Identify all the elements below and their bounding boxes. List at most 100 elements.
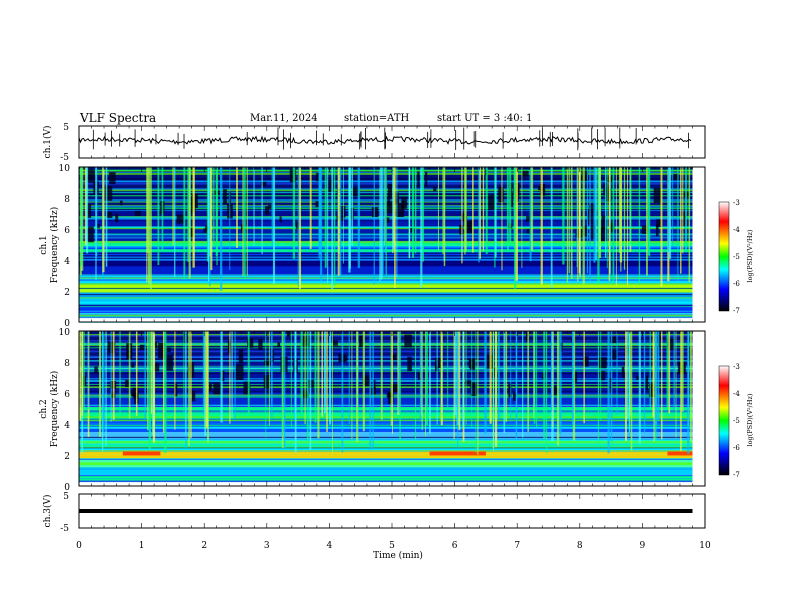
spectrogram-sferic xyxy=(236,167,238,248)
ch1-colorbar-label: log(PSD)(V²/Hz) xyxy=(746,229,754,282)
spectrogram-sferic xyxy=(595,167,597,261)
spectrogram-sferic xyxy=(414,167,417,254)
spectrogram-sferic xyxy=(242,167,244,276)
spectrogram-dark-patch xyxy=(553,386,557,396)
spectrogram-dark-patch xyxy=(316,172,321,182)
spectrogram-dark-patch xyxy=(332,340,338,346)
spectrogram-dark-patch xyxy=(371,207,379,218)
ch1-spectrogram-ticks xyxy=(78,167,706,322)
ch2-colorbar-tick-4: -4 xyxy=(733,390,740,398)
spectrogram-sferic xyxy=(586,167,589,274)
spectrogram-line xyxy=(79,340,693,342)
spectrogram-dark-patch xyxy=(109,172,116,185)
spectrogram-sferic xyxy=(607,331,610,454)
spectrogram-line xyxy=(79,381,693,383)
spectrogram-sferic xyxy=(623,167,626,270)
spectrogram-sferic xyxy=(612,167,615,285)
spectrogram-sferic xyxy=(172,167,174,246)
x-axis-label: Time (min) xyxy=(373,550,423,561)
spectrogram-sferic xyxy=(421,331,423,431)
spectrogram-sferic xyxy=(188,331,190,446)
spectrogram-dark-patch xyxy=(287,331,291,337)
spectrogram-dark-patch xyxy=(513,392,517,401)
spectrogram-dark-patch xyxy=(315,201,320,208)
spectrogram-sferic xyxy=(422,167,425,262)
spectrogram-sferic xyxy=(290,331,292,428)
spectrogram-sferic xyxy=(638,167,641,285)
spectrogram-dark-patch xyxy=(469,358,476,370)
spectrogram-sferic xyxy=(501,167,503,271)
spectrogram-strong-band xyxy=(79,407,693,410)
spectrogram-sferic xyxy=(628,331,631,433)
spectrogram-sferic xyxy=(317,331,320,439)
spectrogram-dark-patch xyxy=(433,187,437,192)
spectrogram-sferic xyxy=(384,167,386,254)
spectrogram-dark-patch xyxy=(263,375,270,389)
spectrogram-sferic xyxy=(464,167,467,252)
spectrogram-sferic xyxy=(80,167,83,266)
spectrogram-sferic xyxy=(205,331,208,429)
spectrogram-sferic xyxy=(351,167,353,246)
spectrogram-line xyxy=(79,360,693,362)
spectrogram-sferic xyxy=(207,331,209,443)
spectrogram-dark-patch xyxy=(683,212,686,227)
spectrogram-line xyxy=(79,459,693,460)
spectrogram-sferic xyxy=(86,167,89,254)
spectrogram-sferic xyxy=(98,331,102,437)
spectrogram-dark-patch xyxy=(645,375,648,390)
spectrogram-sferic xyxy=(600,331,602,421)
spectrogram-dark-patch xyxy=(390,384,398,393)
ch2-colorbar-tick-3: -3 xyxy=(733,363,740,371)
spectrogram-sferic xyxy=(578,167,581,274)
spectrogram-dark-patch xyxy=(166,347,171,353)
spectrogram-dark-patch xyxy=(391,354,397,361)
spectrogram-sferic xyxy=(419,331,422,422)
spectrogram-dark-patch xyxy=(612,350,618,359)
spectrogram-strong-band xyxy=(79,284,693,288)
spectrogram-sferic xyxy=(527,331,530,432)
spectrogram-dark-patch xyxy=(666,338,674,351)
spectrogram-dark-patch xyxy=(601,215,606,231)
spectrogram-line xyxy=(79,310,693,312)
spectrogram-line xyxy=(79,410,693,412)
spectrogram-dark-patch xyxy=(97,223,100,229)
spectrogram-sferic xyxy=(183,167,186,280)
spectrogram-sferic xyxy=(247,331,250,416)
ch2-spectrogram-ticks xyxy=(78,331,706,486)
ch2-spec-ylabel-freq: Frequency (kHz) xyxy=(49,371,60,448)
spectrogram-line xyxy=(79,306,693,308)
ch2-colorbar-tick-6: -6 xyxy=(733,444,740,452)
spectrogram-sferic xyxy=(629,167,632,246)
spectrogram-band xyxy=(79,431,693,440)
spectrogram-sferic xyxy=(95,167,97,281)
spectrogram-sferic xyxy=(454,331,457,416)
spectrogram-sferic xyxy=(385,167,387,275)
spectrogram-line xyxy=(79,474,693,477)
spectrogram-dark-patch xyxy=(190,227,194,238)
spectrogram-sferic xyxy=(392,331,393,435)
spectrogram-sferic xyxy=(675,331,677,438)
spectrogram-dark-patch xyxy=(384,217,390,223)
spectrogram-dark-patch xyxy=(134,210,141,216)
spectrogram-sferic xyxy=(243,167,246,280)
spectrogram-sferic xyxy=(87,331,89,410)
spectrogram-band xyxy=(79,467,693,477)
spectrogram-no-data xyxy=(692,331,705,486)
spectrogram-sferic xyxy=(234,331,236,419)
spectrogram-line xyxy=(79,384,693,385)
spectrogram-sferic xyxy=(314,331,317,423)
spectrogram-dark-patch xyxy=(417,171,420,187)
ch1-colorbar-tick-7: -7 xyxy=(733,307,740,315)
spectrogram-sferic xyxy=(147,331,149,431)
spectrogram-sferic xyxy=(337,167,340,276)
spectrogram-sferic xyxy=(110,331,112,422)
ch1-ytick-top: 5 xyxy=(63,123,69,133)
spectrogram-sferic xyxy=(426,331,428,426)
spectrogram-sferic xyxy=(208,167,210,282)
spectrogram-sferic xyxy=(638,331,641,444)
figure-title: VLF Spectra xyxy=(80,111,157,125)
spectrogram-sferic xyxy=(620,167,622,272)
spectrogram-sferic xyxy=(105,167,108,267)
spectrogram-sferic xyxy=(343,167,344,264)
spectrogram-sferic xyxy=(437,167,439,251)
